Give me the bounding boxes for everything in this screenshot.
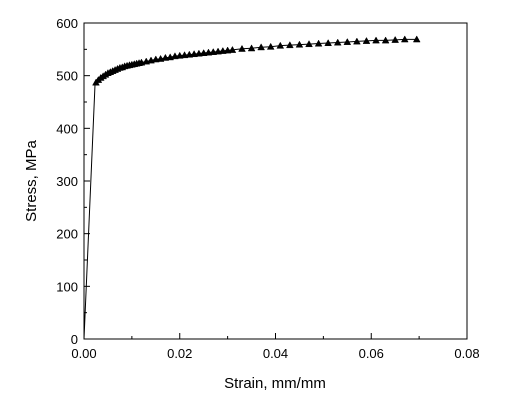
- x-tick-label: 0.02: [167, 346, 192, 361]
- x-tick-label: 0.06: [359, 346, 384, 361]
- y-tick-label: 200: [56, 227, 78, 242]
- y-tick-label: 500: [56, 69, 78, 84]
- data-point-marker: [286, 41, 294, 49]
- y-tick-label: 0: [71, 332, 78, 347]
- plot-frame: [83, 22, 468, 340]
- y-axis-label: Stress, MPa: [23, 139, 40, 221]
- data-point-marker: [266, 42, 275, 50]
- data-point-marker: [412, 35, 421, 43]
- data-point-marker: [295, 40, 304, 48]
- data-point-marker: [381, 36, 390, 44]
- data-point-marker: [362, 36, 371, 44]
- data-point-marker: [324, 39, 332, 46]
- data-point-marker: [372, 36, 380, 44]
- data-point-marker: [343, 38, 352, 45]
- data-point-marker: [314, 39, 323, 47]
- data-point-marker: [400, 35, 409, 43]
- x-axis-label: Strain, mm/mm: [224, 375, 326, 392]
- data-point-marker: [228, 45, 237, 53]
- y-tick-label: 300: [56, 174, 78, 189]
- series-line: [83, 38, 417, 340]
- x-tick-label: 0.04: [263, 346, 288, 361]
- data-point-marker: [238, 44, 246, 52]
- data-point-marker: [391, 35, 400, 43]
- series-markers: [92, 35, 421, 86]
- y-tick-label: 400: [56, 121, 78, 136]
- data-point-marker: [247, 44, 256, 52]
- data-point-marker: [276, 41, 285, 49]
- data-point-marker: [305, 40, 313, 48]
- x-tick-label: 0.00: [71, 346, 96, 361]
- y-tick-label: 600: [56, 16, 78, 31]
- data-point-marker: [353, 37, 361, 45]
- y-tick-label: 100: [56, 279, 78, 294]
- data-point-marker: [257, 43, 265, 51]
- data-point-marker: [333, 38, 342, 46]
- axis-ticks: [83, 22, 468, 340]
- axis-tick-labels: 0.00 0.02 0.04 0.06 0.08 0 100 200 300 400 500 600: [56, 16, 479, 361]
- x-tick-label: 0.08: [454, 346, 479, 361]
